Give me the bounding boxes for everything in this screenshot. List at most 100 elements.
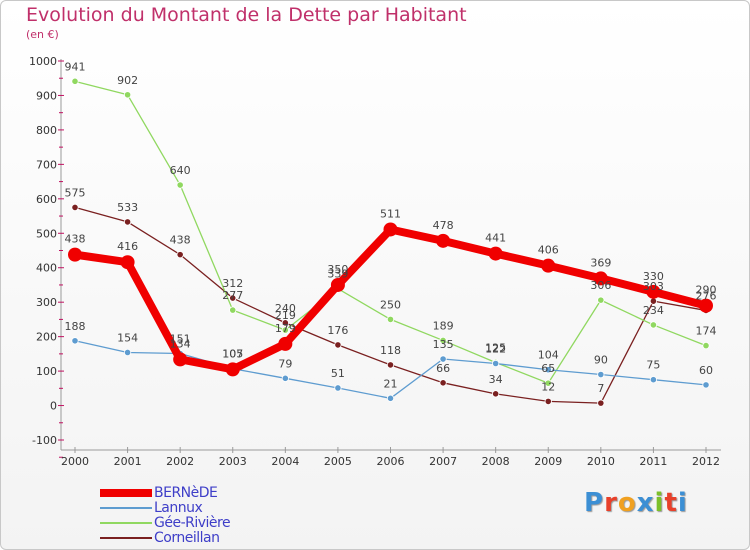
x-tick-label: 2001 [114,455,142,468]
data-label: 438 [65,233,86,246]
data-label: 240 [275,302,296,315]
data-point [386,315,395,324]
data-point [386,361,395,369]
chart-title: Evolution du Montant de la Dette par Hab… [26,4,467,26]
data-label: 60 [699,364,713,377]
x-tick-label: 2012 [692,455,720,468]
data-point [702,341,710,350]
data-label: 277 [222,289,243,302]
y-tick-label: 1000 [29,55,57,68]
data-label: 330 [643,270,664,283]
data-point [593,271,608,286]
x-tick-label: 2009 [534,455,562,468]
data-point [386,394,395,402]
data-point [646,284,661,299]
data-label: 105 [222,347,243,360]
data-label: 941 [65,60,86,73]
data-label: 219 [275,309,296,322]
data-point [68,247,82,262]
data-label: 118 [380,344,401,357]
y-tick-label: 0 [50,400,57,413]
data-label: 478 [433,219,454,232]
data-label: 312 [222,277,243,290]
data-point [597,399,605,407]
data-point [71,77,79,85]
data-label: 290 [696,284,717,297]
data-label: 339 [327,268,348,281]
data-point [120,255,135,270]
data-point [439,336,447,345]
data-point [544,366,552,374]
data-point [71,337,79,345]
data-point [173,352,188,367]
data-label: 438 [170,234,191,247]
x-tick-label: 2003 [219,455,247,468]
data-label: 135 [433,338,454,351]
data-label: 179 [275,322,296,335]
legend-swatch [100,522,152,524]
data-point [229,306,237,314]
data-point [123,91,132,99]
legend-swatch [100,537,152,539]
data-point [334,384,342,392]
legend-label: Corneillan [154,530,220,546]
data-label: 350 [327,263,348,276]
data-label: 902 [117,74,138,87]
data-label: 276 [696,289,717,302]
data-point [334,341,342,349]
y-tick-label: 700 [36,158,57,171]
data-point [71,203,79,212]
data-point [278,336,293,351]
data-label: 303 [643,280,664,293]
data-label: 511 [380,207,401,220]
logo-letter: o [617,488,637,518]
data-label: 75 [646,359,660,372]
y-tick-label: 800 [36,124,57,137]
data-point [281,374,289,382]
data-point [597,370,605,379]
x-tick-label: 2005 [324,455,352,468]
data-point [383,222,398,237]
data-label: 306 [590,279,611,292]
data-point [699,298,713,313]
legend-label: Lannux [154,500,203,516]
data-label: 151 [170,333,191,346]
data-label: 90 [594,354,608,367]
x-tick-label: 2008 [482,455,510,468]
y-tick-label: -100 [32,434,57,447]
logo-letter: P [584,488,605,518]
data-label: 369 [590,256,611,269]
logo-letter: i [654,488,665,518]
data-point [439,355,447,363]
data-label: 79 [278,357,292,370]
proxiti-logo: Proxiti [584,488,688,518]
data-label: 107 [222,348,243,361]
data-point [229,294,237,302]
data-label: 34 [489,373,503,386]
y-tick-label: 300 [36,296,57,309]
data-label: 640 [170,164,191,177]
data-point [330,277,345,292]
data-label: 66 [436,362,450,375]
data-point [544,379,552,387]
data-point [492,359,500,368]
data-point [281,319,289,327]
data-point [544,397,552,406]
x-tick-label: 2010 [587,455,615,468]
data-point [702,381,710,389]
x-tick-label: 2007 [429,455,457,468]
data-label: 134 [170,337,191,350]
data-label: 122 [485,343,506,356]
data-label: 250 [380,298,401,311]
legend-swatch [100,489,152,497]
data-label: 7 [597,382,604,395]
x-tick-label: 2006 [377,455,405,468]
x-tick-label: 2002 [166,455,194,468]
data-point [649,321,658,329]
data-label: 575 [65,186,86,199]
x-tick-label: 2000 [61,455,89,468]
data-point [597,296,605,304]
data-label: 21 [384,377,398,390]
